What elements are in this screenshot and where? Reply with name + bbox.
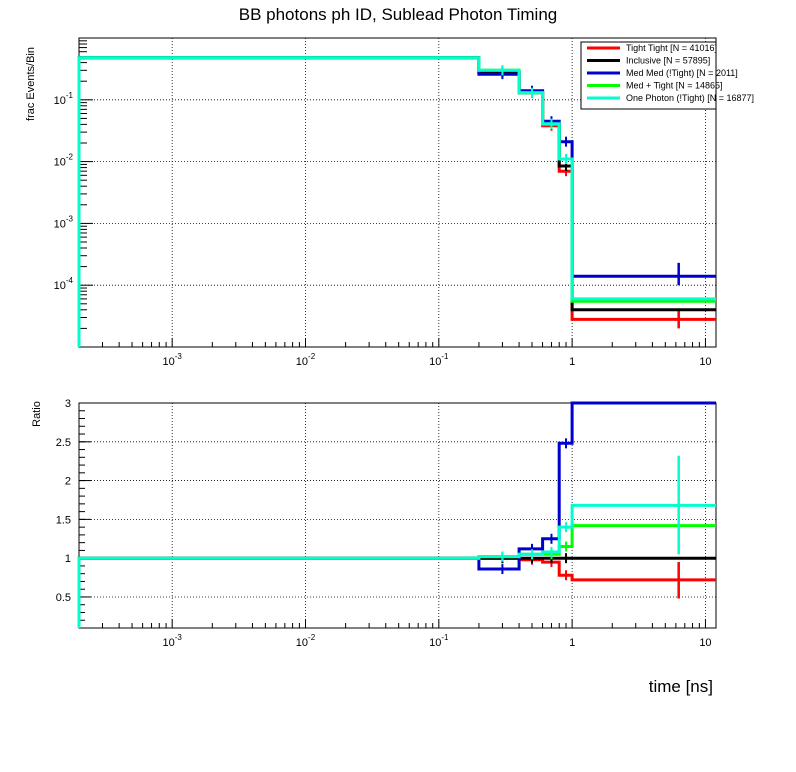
legend-label: Med + Tight [N = 14865] bbox=[626, 81, 723, 91]
y-axis-label: frac Events/Bin bbox=[25, 47, 37, 121]
x-tick-label: 1 bbox=[569, 637, 575, 649]
top-panel: 10-3 10-2 10-1 1 10 10-4 10-3 10-2 10-1 frac Even… bbox=[25, 37, 717, 368]
series-line bbox=[77, 556, 716, 628]
x-tick-label: 10 bbox=[699, 356, 711, 368]
chart-title: BB photons ph ID, Sublead Photon Timing bbox=[239, 5, 557, 24]
y-tick-label: 1 bbox=[65, 553, 71, 565]
x-axis-label: time [ns] bbox=[649, 677, 713, 696]
y-tick-label: 10-1 bbox=[54, 91, 74, 107]
x-tick-label: 10-3 bbox=[162, 352, 182, 368]
bottom-panel: 10-3 10-2 10-1 1 10 0.5 1 1.5 2 2.5 3 Ratio time [ns… bbox=[31, 398, 717, 696]
legend: Tight Tight [N = 41016] Inclusive [N = 57… bbox=[580, 41, 754, 110]
y-tick-label: 3 bbox=[65, 398, 71, 410]
y-tick-label: 2.5 bbox=[56, 437, 71, 449]
y-tick-label: 2 bbox=[65, 476, 71, 488]
x-tick-label: 10-1 bbox=[429, 352, 449, 368]
x-tick-label: 10-2 bbox=[296, 352, 316, 368]
series-line bbox=[77, 401, 716, 628]
y-tick-label: 0.5 bbox=[56, 592, 71, 604]
x-tick-label: 10-3 bbox=[162, 633, 182, 649]
x-tick-label: 1 bbox=[569, 356, 575, 368]
x-tick-label: 10 bbox=[699, 637, 711, 649]
series-line bbox=[77, 556, 716, 628]
series-line bbox=[77, 524, 716, 628]
x-tick-label: 10-2 bbox=[296, 633, 316, 649]
legend-label: Inclusive [N = 57895] bbox=[626, 56, 710, 66]
x-tick-label: 10-1 bbox=[429, 633, 449, 649]
y-tick-label: 10-2 bbox=[54, 153, 74, 169]
legend-label: Tight Tight [N = 41016] bbox=[626, 43, 717, 53]
y-tick-label: 10-4 bbox=[54, 276, 74, 292]
plot-frame bbox=[78, 402, 717, 629]
y-tick-label: 10-3 bbox=[54, 214, 74, 230]
series-line bbox=[77, 503, 716, 628]
series-line bbox=[77, 56, 716, 347]
legend-label: Med Med (!Tight) [N = 2011] bbox=[626, 68, 738, 78]
y-axis-label: Ratio bbox=[31, 401, 43, 427]
legend-label: One Photon (!Tight) [N = 16877] bbox=[626, 93, 754, 103]
y-tick-label: 1.5 bbox=[56, 514, 71, 526]
